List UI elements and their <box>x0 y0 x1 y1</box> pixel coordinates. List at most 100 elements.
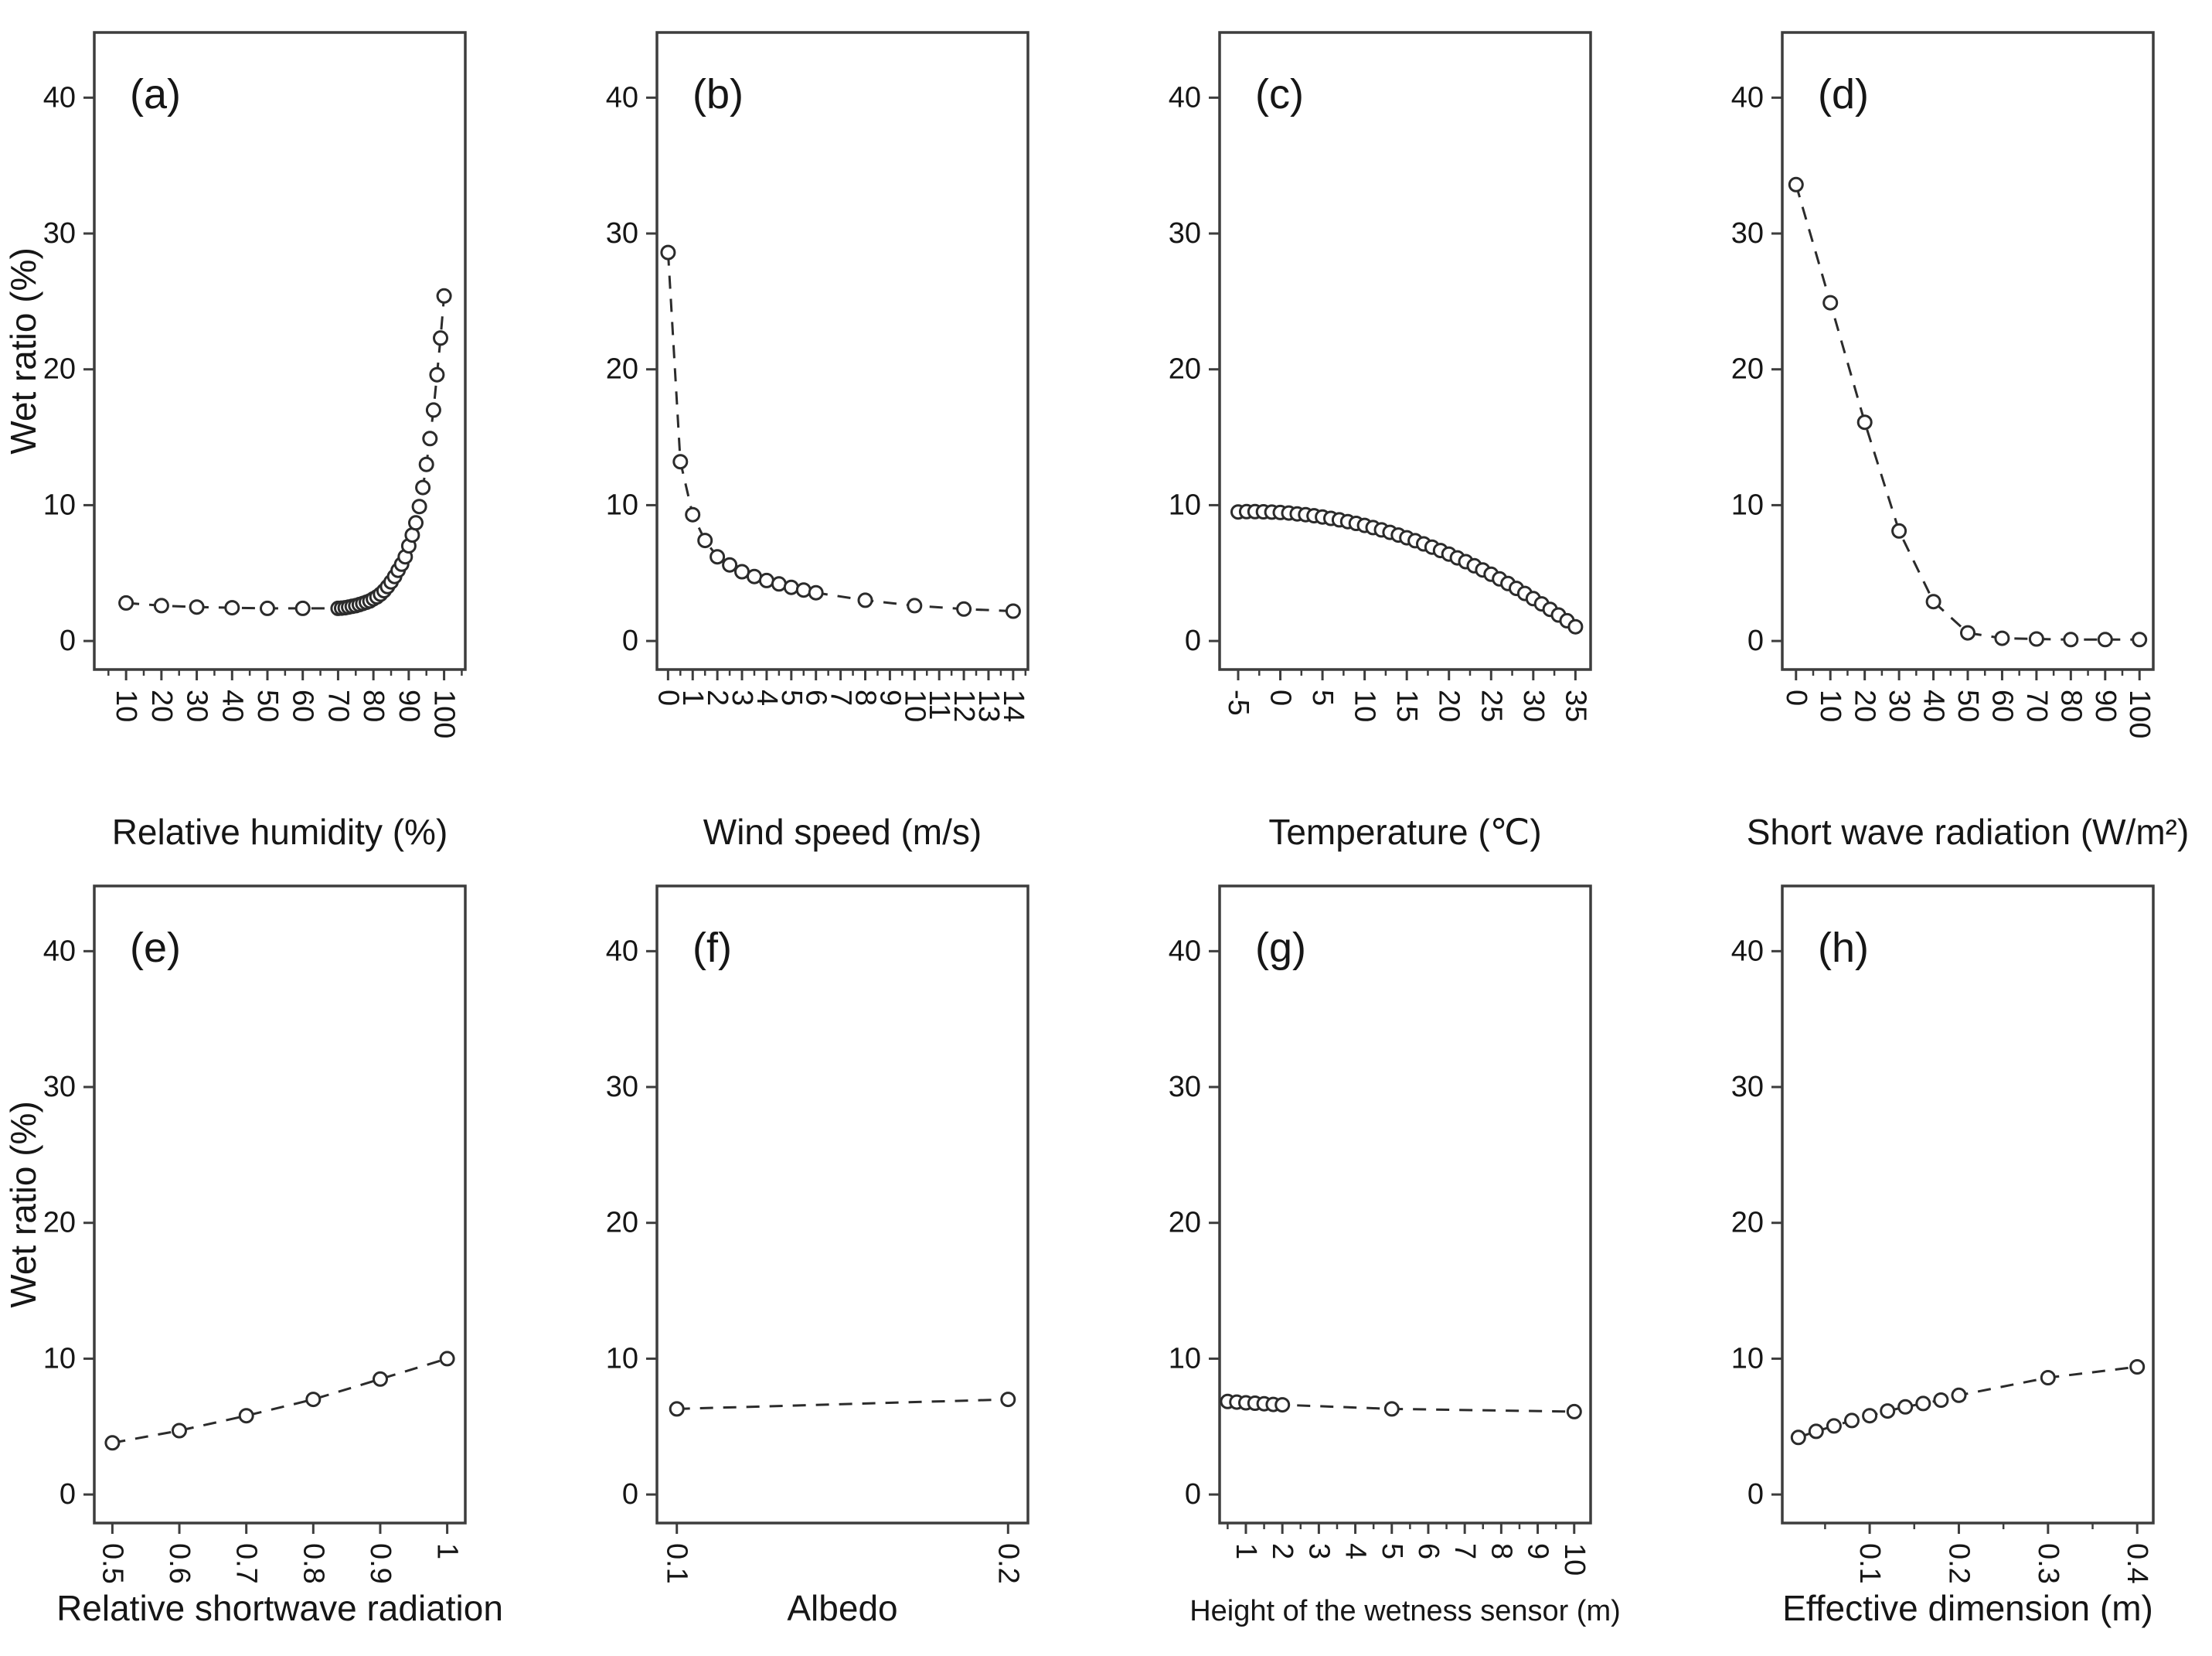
x-tick-label: 0.9 <box>364 1543 396 1584</box>
x-tick-label: 0 <box>1264 690 1297 706</box>
x-tick-label: 70 <box>2020 690 2053 722</box>
y-tick-label: 10 <box>606 1342 638 1375</box>
y-tick-label: 40 <box>43 81 76 114</box>
data-point <box>425 402 441 418</box>
x-tick-label: 30 <box>181 690 213 722</box>
y-axis-title: Wet ratio (%) <box>3 247 43 455</box>
x-tick-label: 3 <box>1302 1543 1335 1559</box>
data-point <box>1000 1392 1016 1408</box>
data-point <box>104 1435 121 1451</box>
panel-label: (g) <box>1255 925 1306 971</box>
y-tick-label: 30 <box>1169 1071 1201 1103</box>
data-point <box>795 582 812 598</box>
plot-frame <box>93 31 467 671</box>
x-tick-label: -5 <box>1222 690 1254 716</box>
y-tick-label: 20 <box>606 1207 638 1239</box>
y-tick-label: 40 <box>606 81 638 114</box>
data-point <box>439 1351 455 1367</box>
y-tick-label: 10 <box>1731 1342 1764 1375</box>
x-tick-label: 100 <box>428 690 461 738</box>
x-tick-label: 25 <box>1475 690 1507 722</box>
x-tick-label: 90 <box>393 690 425 722</box>
data-point <box>1822 295 1839 311</box>
x-tick-label: 0.5 <box>96 1543 128 1584</box>
y-tick-label: 40 <box>606 935 638 967</box>
data-point <box>857 592 873 608</box>
panel-label: (h) <box>1818 925 1869 971</box>
data-point <box>2063 632 2079 648</box>
x-axis-title: Relative humidity (%) <box>112 812 448 852</box>
x-tick-label: 4 <box>750 690 783 706</box>
y-tick-label: 10 <box>43 1342 76 1375</box>
x-tick-label: 10 <box>1558 1543 1591 1576</box>
data-point <box>1790 1429 1806 1446</box>
x-tick-label: 0.8 <box>297 1543 329 1584</box>
y-tick-label: 0 <box>60 625 76 657</box>
data-point <box>1862 1408 1878 1424</box>
y-tick-label: 10 <box>1169 1342 1201 1375</box>
data-point <box>2040 1370 2056 1385</box>
plot-frame <box>655 31 1029 671</box>
data-point <box>1383 1401 1400 1417</box>
data-point <box>1808 1423 1824 1440</box>
data-point <box>224 600 240 616</box>
y-tick-label: 20 <box>1169 1207 1201 1239</box>
data-point <box>411 499 427 515</box>
data-point <box>1897 1399 1914 1415</box>
panel-label: (c) <box>1255 71 1304 118</box>
data-point <box>373 1371 388 1387</box>
data-point <box>660 244 676 261</box>
y-tick-label: 40 <box>1169 935 1201 967</box>
x-tick-label: 0.4 <box>2121 1543 2153 1584</box>
panel-label: (b) <box>693 71 744 118</box>
data-point <box>669 1401 685 1417</box>
y-tick-label: 0 <box>622 1478 638 1511</box>
y-tick-label: 30 <box>1731 1071 1764 1103</box>
data-point <box>710 549 726 565</box>
subplot-f: 0 10 20 30 40 0.1 0.2 (f) Albedo <box>606 884 1029 1628</box>
x-tick-label: 6 <box>800 690 832 706</box>
data-point <box>1933 1392 1949 1408</box>
plot-frame <box>1218 884 1592 1525</box>
x-tick-label: 0.1 <box>1853 1543 1886 1584</box>
x-tick-label: 7 <box>825 690 857 706</box>
data-point <box>685 506 701 523</box>
data-point <box>1274 1397 1291 1413</box>
x-axis-title: Temperature (℃) <box>1268 812 1541 852</box>
panel-label: (e) <box>130 925 181 971</box>
x-tick-label: 2 <box>1266 1543 1298 1559</box>
x-tick-label: 60 <box>287 690 319 722</box>
x-tick-label: 14 <box>997 690 1029 722</box>
y-tick-label: 40 <box>43 935 76 967</box>
data-point <box>1567 618 1584 635</box>
y-tick-label: 30 <box>43 217 76 250</box>
x-tick-label: 10 <box>1814 690 1846 722</box>
x-tick-label: 12 <box>948 690 980 722</box>
x-tick-label: 2 <box>701 690 733 706</box>
data-point <box>1915 1395 1931 1412</box>
data-line <box>676 1398 1009 1410</box>
x-tick-label: 7 <box>1448 1543 1481 1559</box>
x-axis-title: Relative shortwave radiation <box>56 1588 503 1628</box>
x-tick-label: 20 <box>1433 690 1465 722</box>
x-tick-label: 4 <box>1339 1543 1372 1559</box>
y-tick-label: 30 <box>1731 217 1764 250</box>
y-tick-label: 0 <box>1185 1478 1201 1511</box>
data-point <box>1788 176 1804 193</box>
data-point <box>1566 1403 1582 1419</box>
x-tick-label: 1 <box>676 690 709 706</box>
y-tick-label: 20 <box>1731 353 1764 386</box>
data-point <box>305 1392 322 1408</box>
y-tick-label: 10 <box>43 489 76 521</box>
data-point <box>2129 1359 2146 1375</box>
y-tick-label: 20 <box>43 353 76 386</box>
x-tick-label: 0 <box>652 690 684 706</box>
y-tick-label: 20 <box>43 1207 76 1239</box>
x-tick-label: 5 <box>1306 690 1339 706</box>
